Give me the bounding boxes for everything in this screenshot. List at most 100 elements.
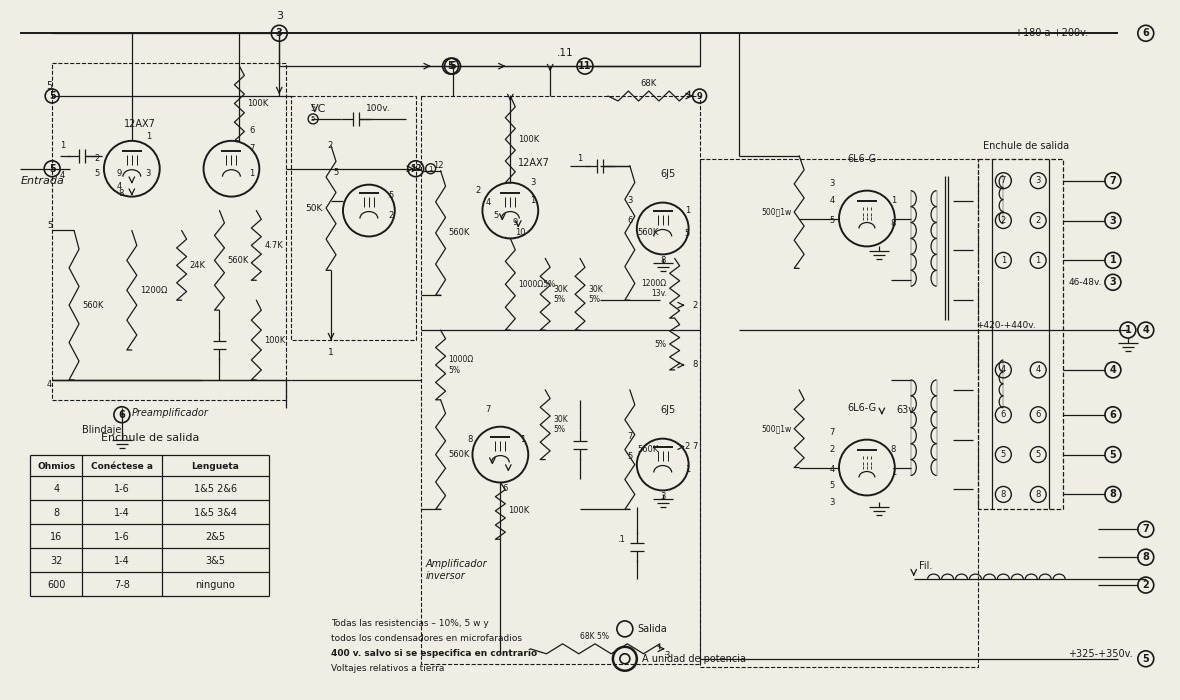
Text: 2: 2 xyxy=(328,141,333,150)
Text: 1200Ω
13v.: 1200Ω 13v. xyxy=(642,279,667,298)
Text: 8: 8 xyxy=(53,508,59,518)
Text: 1-6: 1-6 xyxy=(114,484,130,494)
Text: 1: 1 xyxy=(328,348,334,357)
Text: 3: 3 xyxy=(1109,277,1116,287)
Text: Enchule de salida: Enchule de salida xyxy=(100,433,199,442)
Text: 12AX7: 12AX7 xyxy=(518,158,550,168)
Text: 2: 2 xyxy=(684,442,690,451)
Text: 3: 3 xyxy=(660,492,666,501)
Text: 9: 9 xyxy=(117,169,122,178)
Text: 1-4: 1-4 xyxy=(114,508,130,518)
Text: 2: 2 xyxy=(1142,580,1149,590)
Bar xyxy=(421,96,700,664)
Text: 560K: 560K xyxy=(638,228,660,237)
Text: Blindaje: Blindaje xyxy=(83,425,122,435)
Text: +325-+350v.: +325-+350v. xyxy=(1068,649,1133,659)
Text: 2: 2 xyxy=(1001,216,1007,225)
Text: 9: 9 xyxy=(512,218,518,227)
Bar xyxy=(978,159,1063,510)
Text: 100K: 100K xyxy=(509,506,530,515)
Text: 2&5: 2&5 xyxy=(205,532,225,542)
Text: 8: 8 xyxy=(1142,552,1149,562)
Text: 3: 3 xyxy=(628,196,632,205)
Text: 5: 5 xyxy=(1109,449,1116,460)
Text: 3: 3 xyxy=(530,178,536,187)
Text: 7: 7 xyxy=(693,442,697,451)
Text: 6L6-G: 6L6-G xyxy=(847,154,877,164)
Text: 3: 3 xyxy=(1109,216,1116,225)
Text: 5: 5 xyxy=(450,61,455,71)
Text: 11: 11 xyxy=(578,61,591,71)
Text: 560K: 560K xyxy=(228,256,249,265)
Text: 8: 8 xyxy=(1001,490,1007,499)
Text: 16: 16 xyxy=(50,532,63,542)
Text: 8: 8 xyxy=(467,435,472,444)
Text: 8: 8 xyxy=(693,360,697,370)
Text: 12: 12 xyxy=(433,161,444,170)
Text: 32: 32 xyxy=(50,556,63,566)
Text: 6: 6 xyxy=(249,127,255,135)
Text: .11: .11 xyxy=(557,48,573,58)
Text: 1: 1 xyxy=(1125,325,1132,335)
Text: 6: 6 xyxy=(1036,410,1041,419)
Text: 500΢1w: 500΢1w xyxy=(761,424,792,433)
Text: 400 v. salvo si se especifica en contrario: 400 v. salvo si se especifica en contrar… xyxy=(332,649,537,658)
Text: Todas las resistencias – 10%, 5 w y: Todas las resistencias – 10%, 5 w y xyxy=(332,619,489,628)
Text: 3: 3 xyxy=(146,169,151,178)
Text: todos los condensadores en microfaradios: todos los condensadores en microfaradios xyxy=(332,634,522,643)
Text: 1: 1 xyxy=(428,166,433,172)
Text: 5: 5 xyxy=(1142,654,1149,664)
Text: 1-4: 1-4 xyxy=(114,556,130,566)
Text: 6: 6 xyxy=(628,216,632,225)
Text: 2: 2 xyxy=(830,445,835,454)
Text: 5: 5 xyxy=(310,116,315,122)
Text: 7: 7 xyxy=(1142,524,1149,534)
Text: 6: 6 xyxy=(118,410,125,420)
Text: 2: 2 xyxy=(94,154,100,163)
Text: Preamplificador: Preamplificador xyxy=(132,408,209,418)
Text: 100v.: 100v. xyxy=(366,104,391,113)
Text: 7: 7 xyxy=(830,428,835,438)
Text: +420-+440v.: +420-+440v. xyxy=(977,321,1036,330)
Text: 5: 5 xyxy=(47,221,52,230)
Text: Ohmios: Ohmios xyxy=(37,462,76,471)
Text: 1: 1 xyxy=(1109,256,1116,265)
Text: 8: 8 xyxy=(891,219,896,228)
Text: 8: 8 xyxy=(1109,489,1116,499)
Text: 560K: 560K xyxy=(83,301,104,309)
Text: 1: 1 xyxy=(146,132,151,141)
Text: ninguno: ninguno xyxy=(196,580,235,590)
Text: +180 a +200v.: +180 a +200v. xyxy=(1015,28,1088,38)
Text: 1: 1 xyxy=(60,141,65,150)
Text: 3&5: 3&5 xyxy=(205,556,225,566)
Text: 4: 4 xyxy=(830,196,835,205)
Text: 46-48v.: 46-48v. xyxy=(1068,278,1102,287)
Text: 4: 4 xyxy=(830,465,835,474)
Text: 3: 3 xyxy=(664,651,670,660)
Text: 1: 1 xyxy=(891,468,896,477)
Text: 12: 12 xyxy=(409,164,421,173)
Text: 6: 6 xyxy=(1109,410,1116,420)
Text: 1000Ω
5%: 1000Ω 5% xyxy=(448,355,474,374)
Text: 6L6-G: 6L6-G xyxy=(847,402,877,413)
Text: 1: 1 xyxy=(684,465,690,474)
Text: 100K: 100K xyxy=(264,335,286,344)
Text: 3: 3 xyxy=(276,11,283,21)
Bar xyxy=(52,63,287,400)
Text: 1: 1 xyxy=(530,196,536,205)
Text: Enchule de salida: Enchule de salida xyxy=(983,141,1069,150)
Text: 5: 5 xyxy=(388,191,394,200)
Text: 1: 1 xyxy=(1036,256,1041,265)
Text: 5: 5 xyxy=(1036,450,1041,459)
Text: 100K: 100K xyxy=(248,99,269,108)
Text: 8: 8 xyxy=(118,189,124,198)
Text: 4: 4 xyxy=(53,484,59,494)
Text: 7: 7 xyxy=(1109,176,1116,186)
Text: 4: 4 xyxy=(485,198,491,207)
Text: 4.7K: 4.7K xyxy=(264,241,283,250)
Text: 6J5: 6J5 xyxy=(660,405,675,415)
Text: 1&5 3&4: 1&5 3&4 xyxy=(194,508,237,518)
Text: 5: 5 xyxy=(1001,450,1007,459)
Text: 7: 7 xyxy=(628,432,632,441)
Text: 7: 7 xyxy=(249,144,255,153)
